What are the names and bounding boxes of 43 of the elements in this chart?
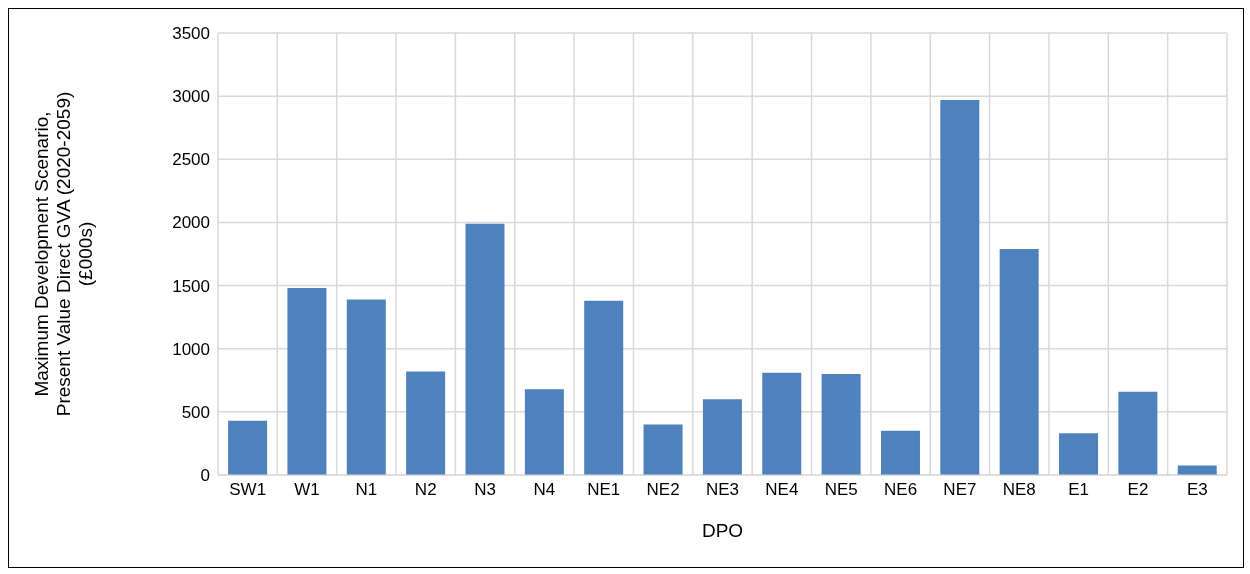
y-tick-label: 1000	[172, 339, 210, 359]
x-tick-label: W1	[294, 480, 320, 500]
y-tick-label: 1500	[172, 276, 210, 296]
bar	[999, 248, 1039, 475]
bar	[228, 420, 268, 475]
x-tick-label: NE2	[646, 480, 680, 500]
x-tick-label: SW1	[229, 480, 267, 500]
x-tick-label: E3	[1186, 480, 1208, 500]
y-tick-label: 3500	[172, 24, 210, 44]
bar	[1118, 391, 1158, 475]
y-axis-title: Maximum Development Scenario, Present Value Direct GVA (2020-2059) (£000s)	[31, 91, 96, 417]
x-tick-label: E1	[1068, 480, 1090, 500]
x-tick-label: NE6	[884, 480, 918, 500]
x-tick-label: N2	[414, 480, 437, 500]
x-tick-label: NE1	[587, 480, 621, 500]
y-tick-label: 2500	[172, 150, 210, 170]
bar	[524, 389, 564, 475]
y-tick-label: 0	[200, 466, 210, 486]
x-tick-label: N4	[533, 480, 556, 500]
bar	[287, 288, 327, 475]
y-tick-label: 2000	[172, 213, 210, 233]
x-axis-title: DPO	[701, 520, 744, 541]
bar	[406, 371, 446, 475]
x-tick-label: NE4	[765, 480, 799, 500]
bar	[821, 373, 861, 475]
x-tick-label: NE5	[824, 480, 858, 500]
x-tick-label: N1	[355, 480, 378, 500]
y-tick-label: 500	[181, 402, 210, 422]
y-tick-label: 3000	[172, 87, 210, 107]
x-tick-label: N3	[474, 480, 496, 500]
x-tick-label: NE7	[943, 480, 977, 500]
bar	[1059, 433, 1099, 475]
bar	[465, 223, 505, 475]
x-tick-label: NE3	[705, 480, 740, 500]
bar	[584, 300, 624, 475]
bar	[940, 99, 980, 475]
bar	[762, 372, 802, 475]
bar	[702, 399, 742, 475]
bar	[880, 430, 920, 475]
bar	[346, 299, 386, 475]
x-tick-label: E2	[1127, 480, 1149, 500]
x-tick-label: NE8	[1002, 480, 1036, 500]
bar	[643, 424, 683, 475]
